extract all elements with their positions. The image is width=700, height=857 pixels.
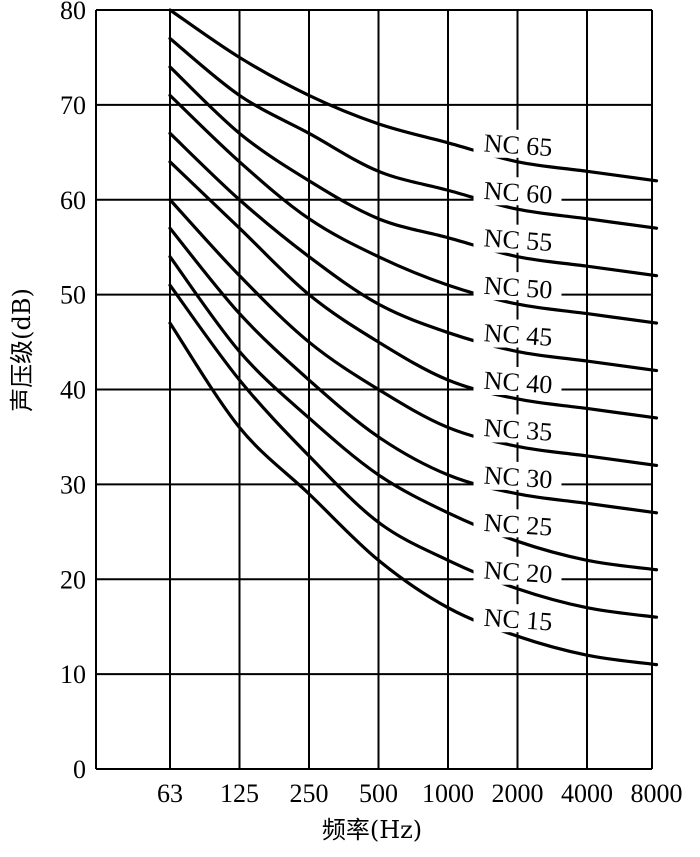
y-tick-label: 80 — [60, 0, 86, 25]
y-tick-label: 30 — [60, 470, 86, 499]
y-tick-label: 70 — [60, 91, 86, 120]
nc-curve-line — [168, 93, 659, 325]
y-tick-label: 10 — [60, 660, 86, 689]
nc-curve-label: NC 30 — [483, 461, 553, 495]
nc-label-background — [473, 129, 562, 158]
nc-label-background — [473, 224, 562, 253]
y-tick-label: 0 — [73, 755, 86, 784]
y-axis-title: 声压级(dB) — [8, 288, 36, 412]
y-axis-ticks: 0 10 20 30 40 50 60 70 80 — [60, 0, 86, 784]
nc-curve-line — [168, 65, 659, 278]
nc-curve-lines — [168, 8, 659, 667]
nc-curve-label: NC 60 — [483, 176, 553, 210]
nc-label-background — [473, 509, 562, 538]
x-tick-label: 500 — [359, 779, 398, 808]
x-tick-label: 1000 — [422, 779, 474, 808]
nc-curve-label: NC 55 — [483, 223, 553, 257]
y-tick-label: 50 — [60, 281, 86, 310]
nc-curve-line — [168, 321, 659, 667]
x-tick-label: 2000 — [492, 779, 544, 808]
nc-label-background — [473, 556, 562, 585]
nc-curve-label: NC 50 — [483, 271, 553, 305]
nc-curve-label: NC 65 — [483, 128, 553, 162]
x-tick-label: 125 — [220, 779, 259, 808]
y-tick-label: 40 — [60, 376, 86, 405]
nc-curve-line — [168, 198, 659, 467]
nc-curve-line — [168, 255, 659, 572]
x-axis-title: 频率(Hz) — [322, 816, 422, 844]
nc-label-background — [473, 414, 562, 443]
y-tick-label: 60 — [60, 186, 86, 215]
nc-label-background — [473, 366, 562, 395]
nc-label-background — [473, 272, 562, 301]
nc-label-background — [473, 319, 562, 348]
nc-curve-label: NC 25 — [483, 508, 553, 542]
nc-curve-line — [168, 226, 659, 515]
x-axis-ticks: 63 125 250 500 1000 2000 4000 8000 — [157, 779, 683, 808]
nc-curve-label: NC 45 — [483, 318, 553, 352]
nc-curve-line — [168, 36, 659, 230]
nc-curve-label: NC 35 — [483, 413, 553, 447]
x-tick-label: 250 — [290, 779, 329, 808]
nc-curve-line — [168, 8, 659, 183]
nc-curve-label: NC 15 — [483, 603, 553, 637]
nc-label-background — [473, 461, 562, 490]
nc-curve-label: NC 20 — [483, 555, 553, 589]
nc-curve-line — [168, 283, 659, 619]
nc-label-background — [473, 604, 562, 633]
x-tick-label: 8000 — [631, 779, 683, 808]
nc-curve-label: NC 40 — [483, 366, 553, 400]
nc-curve-line — [168, 160, 659, 420]
x-tick-label: 4000 — [561, 779, 613, 808]
nc-curve-labels: NC 65 NC 60 NC 55 NC 50 NC 45 NC 40 NC 35 NC 30… — [473, 128, 562, 637]
nc-label-background — [473, 177, 562, 206]
y-tick-label: 20 — [60, 565, 86, 594]
nc-curve-line — [168, 131, 659, 373]
x-tick-label: 63 — [157, 779, 183, 808]
